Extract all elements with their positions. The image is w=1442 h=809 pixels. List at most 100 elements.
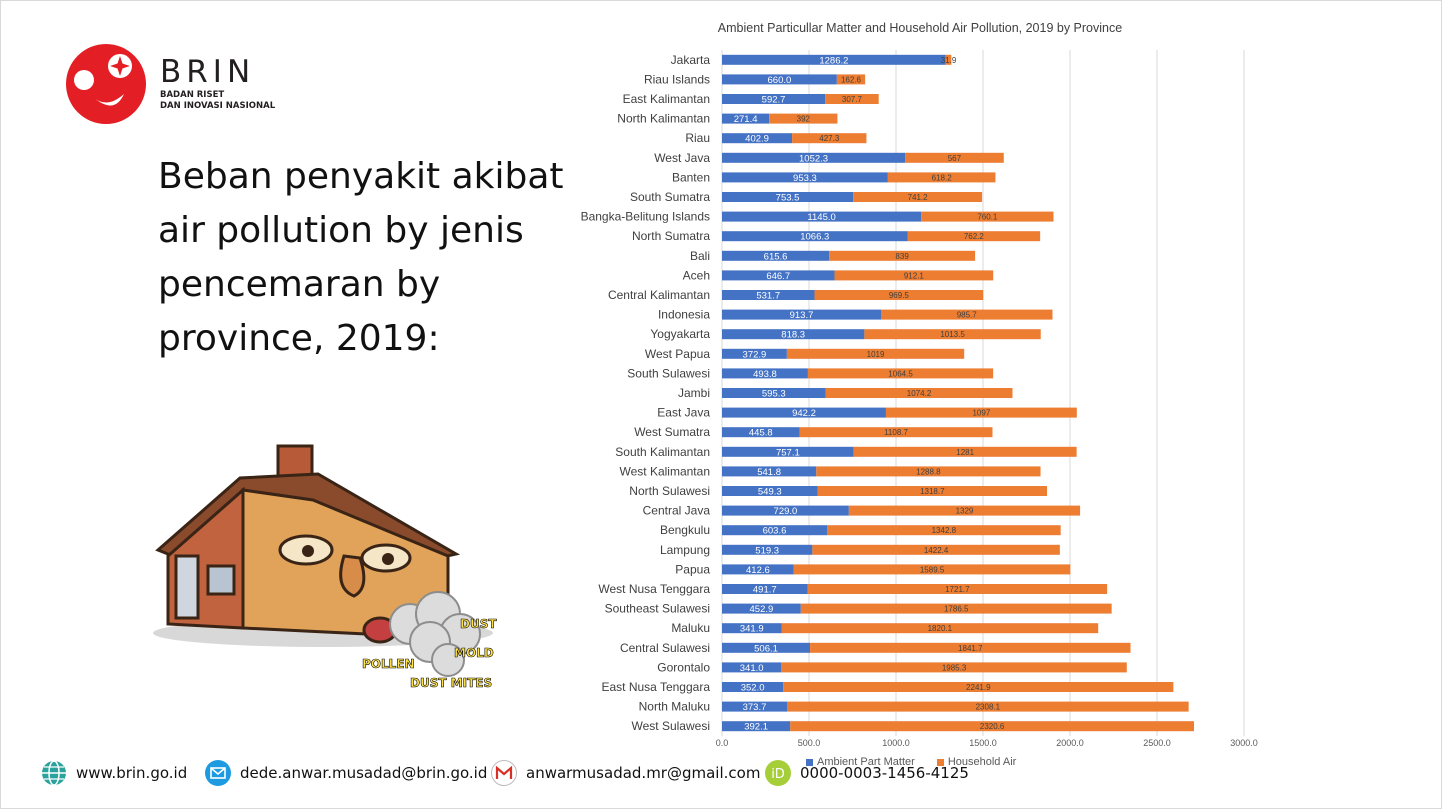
data-label-ambient: 753.5 xyxy=(776,193,800,204)
data-label-ambient: 373.7 xyxy=(743,702,767,713)
email-work-text[interactable]: dede.anwar.musadad@brin.go.id xyxy=(240,764,488,782)
data-label-household: 2308.1 xyxy=(976,703,1001,712)
data-label-ambient: 1145.0 xyxy=(807,212,835,223)
data-label-ambient: 519.3 xyxy=(755,545,779,556)
data-label-household: 1281 xyxy=(956,448,974,457)
bar-household xyxy=(905,152,1004,163)
category-label: North Kalimantan xyxy=(617,112,710,126)
bar-ambient xyxy=(722,427,800,438)
bar-ambient xyxy=(722,290,815,300)
category-label: Southeast Sulawesi xyxy=(605,602,710,616)
globe-icon xyxy=(42,760,66,786)
bar-household xyxy=(825,388,1013,398)
footer-email-personal[interactable]: anwarmusadad.mr@gmail.com xyxy=(490,757,760,789)
brand-subtitle-line2: DAN INOVASI NASIONAL xyxy=(160,101,276,111)
bar-ambient xyxy=(722,329,865,340)
bar-household xyxy=(853,446,1077,457)
bar-household xyxy=(885,407,1077,418)
data-label-household: 1064.5 xyxy=(888,369,913,378)
category-label: West Kalimantan xyxy=(620,464,711,478)
category-label: West Nusa Tenggara xyxy=(598,582,710,596)
bar-household xyxy=(799,427,993,438)
data-label-ambient: 541.8 xyxy=(757,467,781,478)
bar-household xyxy=(921,211,1054,222)
bar-household xyxy=(787,701,1189,712)
category-label: South Sulawesi xyxy=(627,366,710,380)
legend-swatch-ambient xyxy=(806,758,813,766)
data-label-household: 307.7 xyxy=(842,95,863,104)
x-tick-label: 0.0 xyxy=(716,738,729,748)
category-label: South Kalimantan xyxy=(615,445,710,459)
gmail-icon xyxy=(491,760,517,786)
x-tick-label: 1000.0 xyxy=(882,738,910,748)
data-label-ambient: 392.1 xyxy=(744,722,768,733)
bar-household xyxy=(781,662,1127,673)
data-label-ambient: 1066.3 xyxy=(800,232,829,243)
bar-household xyxy=(853,192,983,202)
data-label-household: 2320.6 xyxy=(980,722,1005,731)
footer-orcid[interactable]: iD 0000-0003-1456-4125 xyxy=(764,757,969,789)
category-label: Jakarta xyxy=(671,53,711,67)
category-label: Jambi xyxy=(678,386,710,400)
data-label-household: 1786.5 xyxy=(944,605,969,614)
category-label: Gorontalo xyxy=(657,660,710,674)
bar-ambient xyxy=(722,505,849,516)
footer-email-work[interactable]: dede.anwar.musadad@brin.go.id xyxy=(204,757,487,789)
bar-household xyxy=(907,231,1041,242)
category-label: Central Sulawesi xyxy=(620,641,710,655)
bar-household xyxy=(848,505,1081,516)
bar-ambient xyxy=(722,662,782,673)
data-label-ambient: 506.1 xyxy=(754,643,778,654)
data-label-household: 1329 xyxy=(956,507,974,516)
bar-household xyxy=(781,623,1099,634)
category-label: Yogyakarta xyxy=(650,327,710,341)
bar-ambient xyxy=(722,270,835,281)
bar-ambient xyxy=(722,113,770,124)
brin-emblem-icon xyxy=(66,44,146,124)
orcid-text[interactable]: 0000-0003-1456-4125 xyxy=(800,764,969,782)
bar-ambient xyxy=(722,250,830,261)
bar-household xyxy=(807,368,994,379)
bar-ambient xyxy=(722,172,888,183)
data-label-ambient: 1286.2 xyxy=(819,55,848,66)
bar-household xyxy=(825,94,879,104)
category-label: North Sumatra xyxy=(632,229,710,243)
svg-text:iD: iD xyxy=(771,767,785,782)
email-personal-text[interactable]: anwarmusadad.mr@gmail.com xyxy=(526,764,761,782)
bar-household xyxy=(792,133,867,144)
bar-ambient xyxy=(722,54,946,65)
bar-ambient xyxy=(722,446,854,457)
website-text[interactable]: www.brin.go.id xyxy=(76,764,188,782)
footer-website[interactable]: www.brin.go.id xyxy=(40,757,187,789)
bar-household xyxy=(810,642,1131,653)
data-label-household: 839 xyxy=(895,252,909,261)
orcid-icon: iD xyxy=(765,760,791,786)
stacked-bar-chart: Ambient Particullar Matter and Household… xyxy=(581,21,1258,748)
brand-subtitle: BADAN RISET DAN INOVASI NASIONAL xyxy=(160,90,275,112)
data-label-household: 618.2 xyxy=(932,173,953,182)
chart-title: Ambient Particullar Matter and Household… xyxy=(718,21,1122,35)
data-label-household: 31.9 xyxy=(941,56,957,65)
data-label-household: 1108.7 xyxy=(884,428,908,437)
mail-icon xyxy=(205,760,231,786)
bar-ambient xyxy=(722,603,801,614)
bar-ambient xyxy=(722,564,794,575)
category-label: Central Java xyxy=(643,504,711,518)
data-label-ambient: 493.8 xyxy=(753,369,777,380)
right-pupil xyxy=(382,553,394,565)
data-label-household: 1288.8 xyxy=(916,467,941,476)
label-dust-mites: DUST MITES xyxy=(410,676,492,690)
bar-ambient xyxy=(722,584,808,594)
bar-household xyxy=(945,54,952,65)
bar-household xyxy=(812,544,1060,555)
bar-household xyxy=(817,486,1048,496)
x-tick-label: 1500.0 xyxy=(969,738,997,748)
dust-cloud xyxy=(389,591,481,677)
bar-ambient xyxy=(722,701,788,712)
bar-ambient xyxy=(722,642,811,653)
data-label-ambient: 660.0 xyxy=(768,75,792,86)
category-label: East Kalimantan xyxy=(623,92,710,106)
bar-household xyxy=(793,564,1071,575)
left-pupil xyxy=(302,545,314,557)
data-label-ambient: 445.8 xyxy=(749,428,773,439)
